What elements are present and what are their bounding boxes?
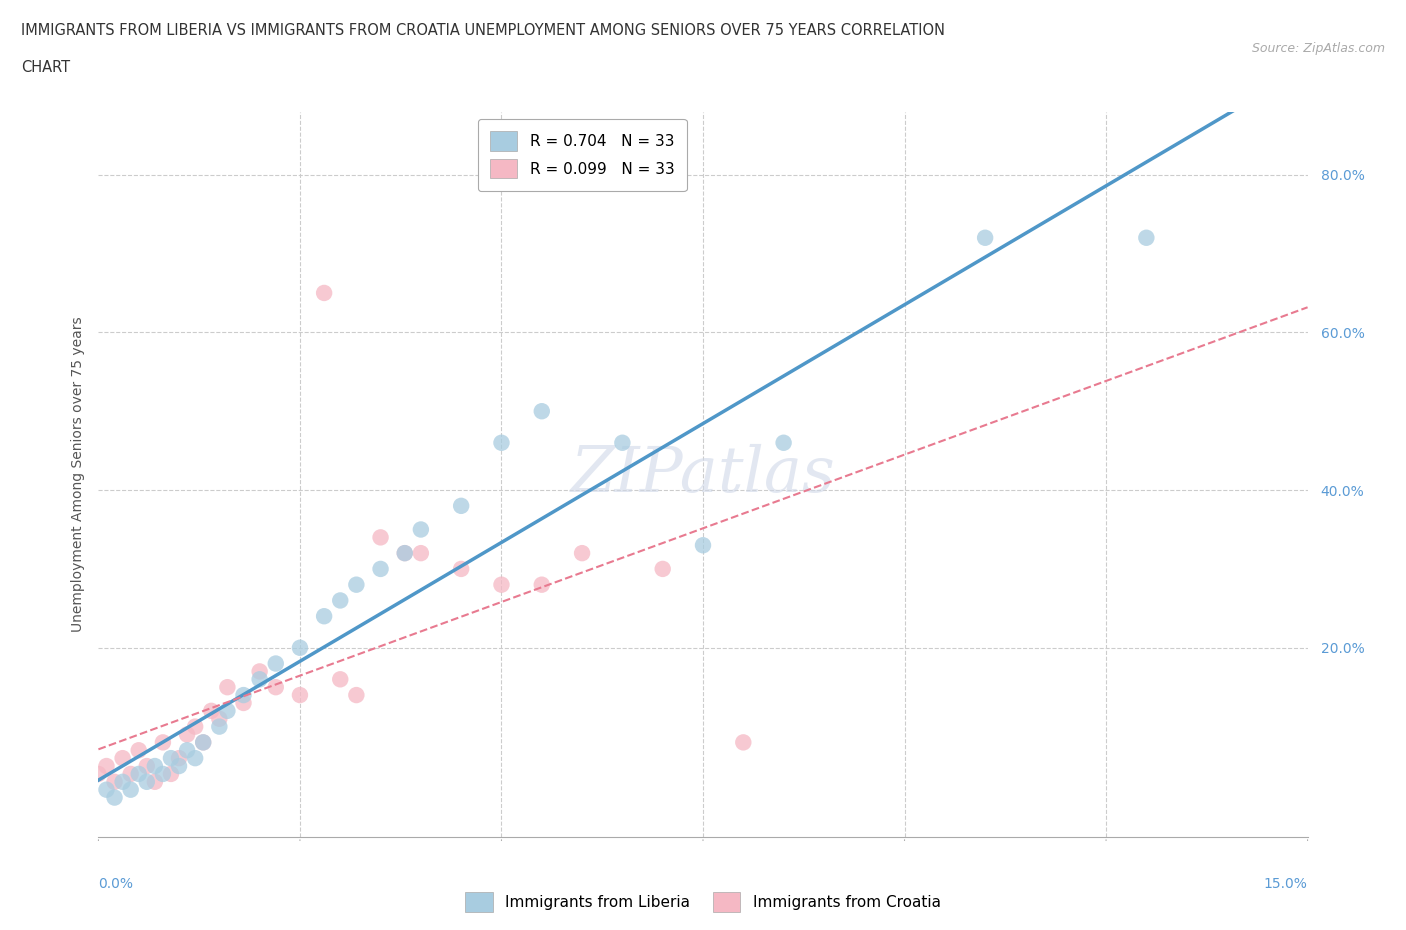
Point [152,735,174,750]
Point [370,562,392,577]
Text: 15.0%: 15.0% [1264,877,1308,891]
Point [733,735,755,750]
Text: IMMIGRANTS FROM LIBERIA VS IMMIGRANTS FROM CROATIA UNEMPLOYMENT AMONG SENIORS OV: IMMIGRANTS FROM LIBERIA VS IMMIGRANTS FR… [21,23,945,38]
Point [692,538,714,552]
Point [329,593,352,608]
Point [409,546,432,561]
Point [288,641,311,656]
Text: ZIPatlas: ZIPatlas [571,444,835,505]
Point [193,735,215,750]
Point [974,231,997,246]
Point [193,735,215,750]
Point [409,522,432,537]
Point [314,286,336,300]
Y-axis label: Unemployment Among Seniors over 75 years: Unemployment Among Seniors over 75 years [70,316,84,632]
Point [344,578,367,592]
Point [288,687,311,702]
Point [232,696,254,711]
Point [571,546,593,561]
Point [249,664,271,679]
Point [120,766,142,781]
Point [200,703,222,718]
Point [160,751,183,765]
Point [128,743,150,758]
Point [176,743,198,758]
Point [314,609,336,624]
Point [232,687,254,702]
Point [167,751,190,765]
Point [217,680,239,695]
Legend: Immigrants from Liberia, Immigrants from Croatia: Immigrants from Liberia, Immigrants from… [460,886,946,918]
Point [249,671,271,686]
Point [217,703,239,718]
Point [152,766,174,781]
Point [96,782,118,797]
Point [394,546,416,561]
Point [87,766,110,781]
Point [1135,231,1157,246]
Point [143,775,166,790]
Point [530,404,553,418]
Point [612,435,634,450]
Point [176,727,198,742]
Point [167,759,190,774]
Point [394,546,416,561]
Point [160,766,183,781]
Point [450,498,472,513]
Point [128,766,150,781]
Point [370,530,392,545]
Point [344,687,367,702]
Point [135,775,157,790]
Point [184,751,207,765]
Point [208,711,231,726]
Point [103,790,125,805]
Point [530,578,553,592]
Point [264,656,287,671]
Text: Source: ZipAtlas.com: Source: ZipAtlas.com [1251,42,1385,55]
Text: 0.0%: 0.0% [98,877,134,891]
Point [135,759,157,774]
Point [120,782,142,797]
Point [103,775,125,790]
Point [491,435,513,450]
Point [111,775,134,790]
Point [772,435,794,450]
Point [96,759,118,774]
Text: CHART: CHART [21,60,70,75]
Point [450,562,472,577]
Point [329,671,352,686]
Point [184,719,207,734]
Point [491,578,513,592]
Point [208,719,231,734]
Point [264,680,287,695]
Point [651,562,673,577]
Legend: R = 0.704   N = 33, R = 0.099   N = 33: R = 0.704 N = 33, R = 0.099 N = 33 [478,119,686,191]
Point [111,751,134,765]
Point [143,759,166,774]
